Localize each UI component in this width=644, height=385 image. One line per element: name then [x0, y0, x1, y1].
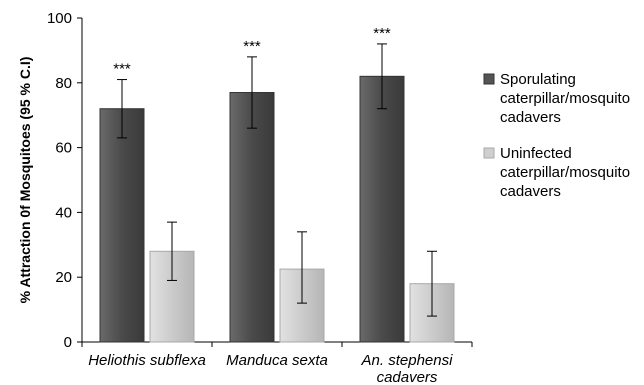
- legend-label: Uninfected: [500, 145, 572, 162]
- y-axis-label: % Attraction 0f Mosquitoes (95 % C.I): [17, 57, 33, 304]
- y-tick-label: 0: [64, 334, 72, 351]
- legend-label: caterpillar/mosquito: [500, 164, 630, 181]
- y-tick-label: 20: [55, 269, 72, 286]
- bar-sporulating: [359, 75, 405, 343]
- legend-label: cadavers: [500, 183, 561, 200]
- significance-label: ***: [373, 25, 391, 42]
- legend: Sporulating caterpillar/mosquito cadavers U…: [483, 71, 630, 200]
- legend-label: caterpillar/mosquito: [500, 90, 630, 107]
- bar-sporulating: [229, 92, 275, 343]
- y-tick-label: 100: [47, 10, 72, 27]
- legend-label: cadavers: [500, 109, 561, 126]
- x-category-label: cadavers: [377, 369, 438, 385]
- y-tick-label: 60: [55, 140, 72, 157]
- legend-swatch-sporulating: [483, 73, 495, 85]
- y-tick-label: 80: [55, 75, 72, 92]
- x-category-label: An. stephensi: [361, 352, 454, 369]
- legend-swatch-uninfected: [483, 147, 495, 159]
- x-category-label: Manduca sexta: [226, 352, 328, 369]
- axes: 0 20 40 60 80 100: [47, 10, 473, 351]
- significance-label: ***: [113, 61, 131, 78]
- x-category-label: Heliothis subflexa: [88, 352, 206, 369]
- y-tick-label: 40: [55, 204, 72, 221]
- bars: [99, 43, 455, 343]
- labels: % Attraction 0f Mosquitoes (95 % C.I) ***…: [17, 25, 453, 385]
- significance-label: ***: [243, 38, 261, 55]
- bar-sporulating: [99, 108, 145, 343]
- legend-label: Sporulating: [500, 71, 576, 88]
